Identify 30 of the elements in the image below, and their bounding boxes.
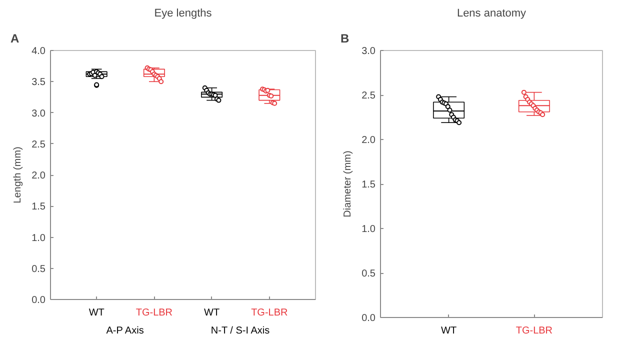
y-tick-label: 0.0: [362, 313, 376, 324]
y-tick-label: 3.5: [32, 77, 46, 88]
text: N-T / S-I Axis: [210, 326, 270, 336]
y-tick-label: 2.5: [362, 90, 376, 102]
text: A: [10, 32, 20, 46]
y-tick-label: 2.5: [32, 139, 46, 150]
text: B: [340, 32, 350, 46]
y-tick-label: 4.0: [32, 46, 46, 57]
x-tick-label: TG-LBR: [136, 308, 173, 318]
y-tick-label: 1.0: [362, 224, 376, 235]
chart-title: Eye lengths: [154, 8, 212, 20]
y-axis-title: Length (mm): [12, 146, 24, 204]
y-tick-label: 1.5: [362, 180, 376, 190]
y-tick-label: 3.0: [32, 108, 46, 120]
y-tick-label: 0.5: [32, 264, 46, 275]
chart-title: Lens anatomy: [456, 8, 527, 20]
y-tick-label: 0.0: [32, 295, 46, 306]
y-tick-label: 3.0: [362, 46, 376, 57]
x-tick-label: TG-LBR: [516, 326, 553, 336]
x-tick-label: WT: [204, 308, 220, 318]
y-tick-label: 1.0: [32, 232, 46, 244]
x-tick-label: WT: [441, 326, 457, 336]
y-tick-label: 1.5: [32, 202, 46, 213]
y-tick-label: 2.0: [32, 170, 46, 182]
x-tick-label: TG-LBR: [251, 308, 288, 318]
y-tick-label: 0.5: [362, 268, 376, 280]
x-tick-label: WT: [88, 308, 104, 318]
y-tick-label: 2.0: [362, 135, 376, 146]
text: A-P Axis: [106, 326, 144, 336]
y-axis-title: Diameter (mm): [342, 150, 354, 218]
